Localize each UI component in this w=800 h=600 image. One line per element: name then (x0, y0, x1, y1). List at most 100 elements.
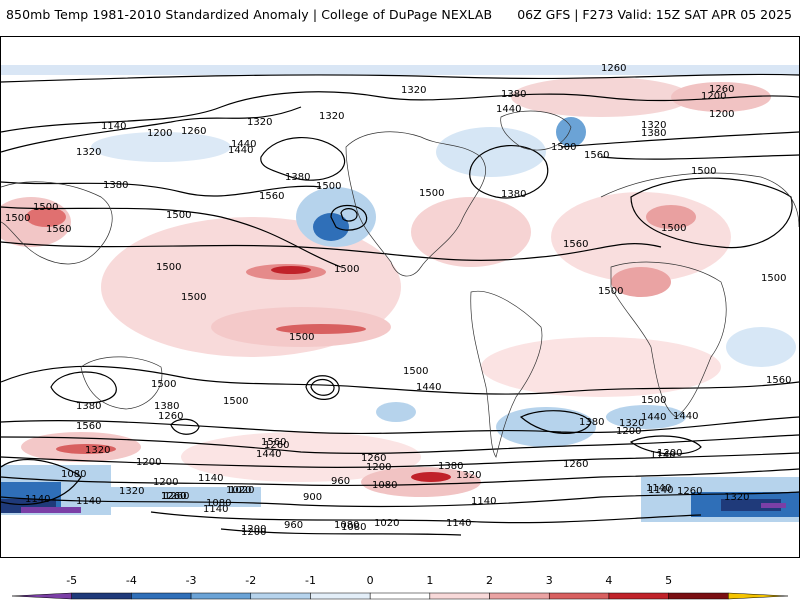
contour-label: 1320 (119, 486, 144, 497)
map-canvas: 1260 1320 1380 1260 1200 1320 1380 1140 … (1, 63, 799, 538)
contour-label: 1380 (501, 189, 526, 200)
contour-label: 1140 (76, 496, 101, 507)
colorbar-tick-label: 4 (605, 574, 613, 587)
contour-label: 1380 (641, 128, 666, 139)
contour-label: 1320 (247, 117, 272, 128)
contour-label: 1500 (598, 286, 623, 297)
colorbar-tick-label: 0 (366, 574, 374, 587)
colorbar-tick-label: -5 (66, 574, 78, 587)
contour-label: 1200 (153, 477, 178, 488)
contour-label: 1500 (551, 142, 576, 153)
contour-label: 1440 (231, 139, 256, 150)
contour-label: 1320 (319, 111, 344, 122)
colorbar-segment (548, 592, 610, 600)
colorbar-segment (728, 592, 789, 600)
contour-label: 1500 (641, 395, 666, 406)
contour-label: 1380 (438, 461, 463, 472)
colorbar-segment (190, 592, 252, 600)
contour-label: 1440 (673, 411, 698, 422)
contour-label: 960 (331, 476, 350, 487)
contour-label: 1200 (147, 128, 172, 139)
colorbar-segment (71, 592, 132, 600)
contour-label: 1320 (724, 492, 749, 503)
colorbar-segment (668, 592, 729, 600)
contour-label: 1440 (641, 412, 666, 423)
colorbar-tick-label: -3 (185, 574, 197, 587)
contour-label: 1260 (161, 491, 186, 502)
contour-label: 1560 (261, 437, 286, 448)
contour-label: 1440 (256, 449, 281, 460)
contour-label: 1320 (619, 418, 644, 429)
contour-label: 1140 (471, 496, 496, 507)
contour-label: 1320 (85, 445, 110, 456)
contour-label: 1500 (316, 181, 341, 192)
colorbar (11, 592, 789, 600)
colorbar-tick-label: 3 (545, 574, 553, 587)
contour-label: 1380 (154, 401, 179, 412)
contour-labels: 1260 1320 1380 1260 1200 1320 1380 1140 … (5, 63, 791, 538)
contour-label: 1560 (584, 150, 609, 161)
colorbar-segment (489, 592, 550, 600)
colorbar-tick-label: -2 (245, 574, 257, 587)
contour-label: 1080 (61, 469, 86, 480)
contour-label: 1500 (5, 213, 30, 224)
colorbar-tick-label: -1 (304, 574, 316, 587)
contour-label: 1080 (334, 520, 359, 531)
contour-label: 1200 (657, 448, 682, 459)
contour-label: 1380 (103, 180, 128, 191)
contour-label: 1200 (366, 462, 391, 473)
colorbar-segment (429, 592, 490, 600)
contour-label: 1560 (766, 375, 791, 386)
geopotential-contours (1, 73, 799, 536)
colorbar-segment (608, 592, 669, 600)
contour-label: 1080 (372, 480, 397, 491)
contour-label: 1260 (361, 453, 386, 464)
colorbar-segment (250, 592, 311, 600)
map-header: 850mb Temp 1981-2010 Standardized Anomal… (0, 0, 800, 30)
contour-label: 1500 (691, 166, 716, 177)
contour-label: 1500 (166, 210, 191, 221)
contour-label: 1560 (259, 191, 284, 202)
contour-label: 1440 (416, 382, 441, 393)
contour-label: 1440 (496, 104, 521, 115)
contour-label: 1500 (419, 188, 444, 199)
contour-label: 1380 (501, 89, 526, 100)
contour-label: 1200 (136, 457, 161, 468)
contour-label: 1320 (76, 147, 101, 158)
contour-label: 1020 (374, 518, 399, 529)
contour-label: 1260 (181, 126, 206, 137)
contour-label: 1320 (401, 85, 426, 96)
contour-label: 1500 (223, 396, 248, 407)
contour-label: 1500 (761, 273, 786, 284)
contour-label: 1500 (403, 366, 428, 377)
colorbar-segment (310, 592, 371, 600)
contour-label: 960 (284, 520, 303, 531)
contour-label: 1140 (198, 473, 223, 484)
contour-label: 1500 (156, 262, 181, 273)
colorbar-tick-label: -4 (125, 574, 137, 587)
contour-label: 1500 (661, 223, 686, 234)
contour-label: 1140 (650, 450, 675, 461)
contour-label: 1140 (648, 485, 673, 496)
contour-label: 1140 (25, 494, 50, 505)
contour-label: 1140 (646, 483, 671, 494)
contour-label: 1200 (241, 527, 266, 538)
contour-label: 1380 (285, 172, 310, 183)
contour-label: 1500 (33, 202, 58, 213)
contour-label: 1500 (181, 292, 206, 303)
colorbar-tick-label: 2 (486, 574, 494, 587)
anomaly-map: 1260 1320 1380 1260 1200 1320 1380 1140 … (0, 36, 800, 558)
contour-label: 1320 (456, 470, 481, 481)
coastlines (1, 110, 799, 458)
colorbar-segment (131, 592, 192, 600)
contour-label: 1140 (446, 518, 471, 529)
contour-label: 1080 (341, 522, 366, 533)
contour-label: 1020 (229, 485, 254, 496)
contour-label: 1260 (264, 440, 289, 451)
contour-label: 1260 (164, 491, 189, 502)
contour-label: 1260 (601, 63, 626, 74)
contour-label: 1200 (241, 524, 266, 535)
contour-label: 1380 (76, 401, 101, 412)
contour-label: 1260 (677, 486, 702, 497)
contour-label: 1560 (563, 239, 588, 250)
